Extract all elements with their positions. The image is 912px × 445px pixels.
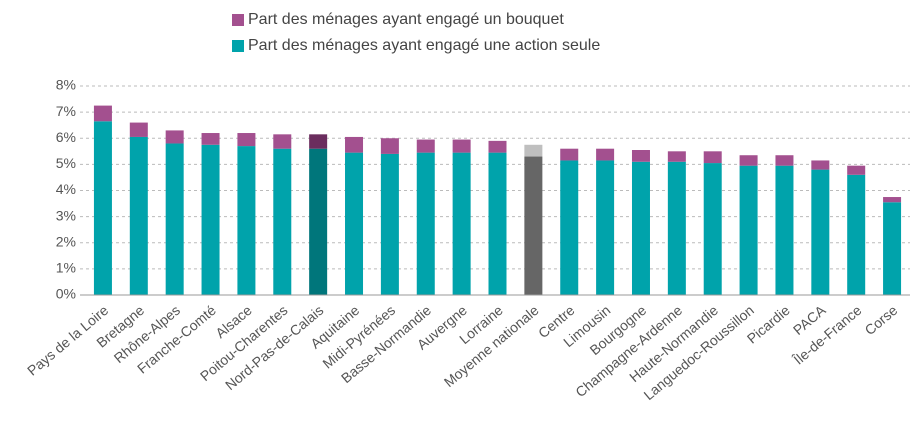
bar-segment [739,155,758,166]
y-tick-label: 0% [56,286,76,302]
y-tick-label: 7% [56,103,76,119]
bar-segment [129,122,148,137]
bar-segment [165,143,184,295]
bar-segment [416,139,435,153]
bar-segment [847,174,866,295]
x-tick-label: Corse [861,302,900,338]
bar-segment [273,148,292,295]
bar-segment [488,152,507,295]
bar-segment [596,160,615,295]
bar-segment [273,134,292,149]
y-tick-label: 6% [56,129,76,145]
bar-segment [560,148,579,161]
bar-segment [345,136,364,153]
bar-segment [811,160,830,170]
legend-label: Part des ménages ayant engagé un bouquet [248,11,564,28]
bar-segment [847,165,866,175]
bar-segment [560,160,579,295]
bar-segment [811,169,830,295]
bar-segment [739,165,758,295]
bar-segment [703,163,722,295]
bar-segment [452,152,471,295]
bar-segment [165,130,184,144]
bar-segment [775,155,794,166]
bar-segment [237,146,256,295]
bar-segment [667,151,686,162]
y-tick-label: 3% [56,207,76,223]
bar-segment [524,156,543,295]
bar-segment [237,133,256,147]
bar-segment [345,152,364,295]
bar-segment [883,197,902,203]
bar-segment [129,136,148,295]
bar-segment [93,121,112,295]
legend-swatch [232,40,244,52]
bar-segment [201,144,220,295]
bar-segment [524,144,543,157]
y-tick-label: 1% [56,260,76,276]
y-tick-label: 8% [56,77,76,93]
bar-segment [703,151,722,164]
y-tick-label: 4% [56,181,76,197]
bar-segment [775,165,794,295]
bar-segment [667,161,686,295]
bar-segment [380,138,399,154]
bar-segment [309,148,328,295]
bar-segment [488,140,507,153]
bar-segment [883,202,902,295]
legend-swatch [232,14,244,26]
y-tick-label: 2% [56,233,76,249]
bar-segment [631,161,650,295]
bar-segment [452,139,471,153]
bar-segment [596,148,615,161]
bar-segment [416,152,435,295]
bar-segment [309,134,328,149]
bar-segment [380,153,399,295]
bar-segment [631,150,650,162]
bar-segment [201,133,220,145]
bar-segment [93,105,112,122]
legend-label: Part des ménages ayant engagé une action… [248,37,600,54]
y-tick-label: 5% [56,155,76,171]
